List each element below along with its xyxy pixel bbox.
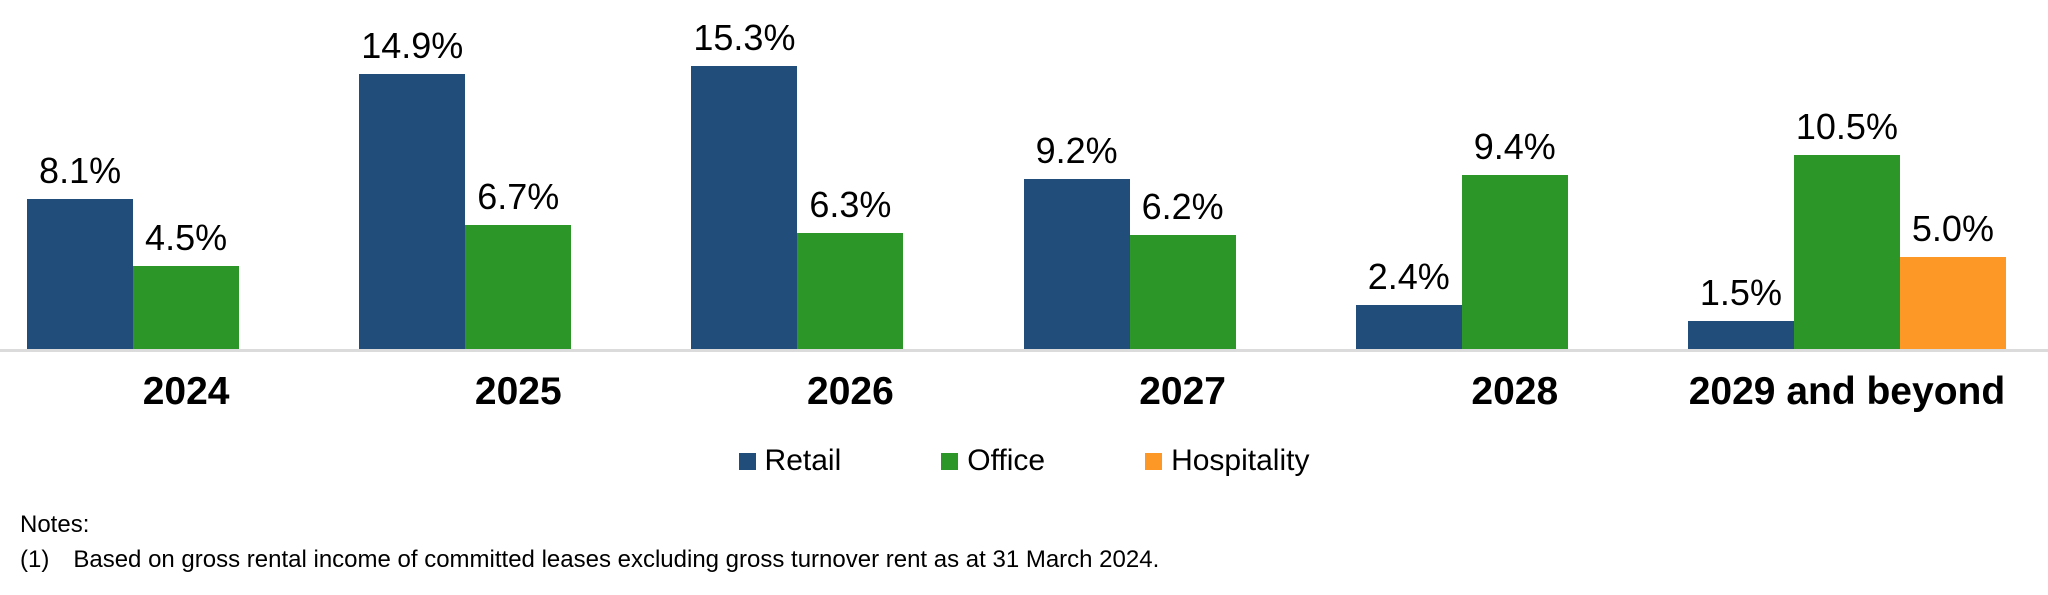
x-axis-label-2027: 2027: [1139, 370, 1226, 413]
bar-cluster-2027: 9.2% 6.2%: [1023, 130, 1342, 349]
bar-slot-office-2028: 9.4%: [1461, 126, 1568, 349]
bar-slot-retail-2028: 2.4%: [1355, 256, 1462, 349]
bar-value-label-retail-2028: 2.4%: [1367, 256, 1450, 298]
bar-slot-retail-2025: 14.9%: [359, 25, 466, 349]
note-text: Based on gross rental income of committe…: [73, 545, 1160, 573]
legend-swatch-office: [941, 452, 959, 470]
bar-slot-office-2024: 4.5%: [133, 217, 240, 349]
bar-office-2028: [1461, 175, 1568, 349]
x-axis-label-2029-and-beyond: 2029 and beyond: [1688, 370, 2006, 413]
bar-retail-2026: [691, 66, 798, 349]
bar-cluster-2026: 15.3% 6.3%: [691, 18, 1009, 349]
bar-office-2024: [133, 266, 240, 349]
bar-retail-2027: [1023, 179, 1130, 349]
bar-value-label-office-2026: 6.3%: [809, 184, 892, 226]
bar-cluster-2029-and-beyond: 1.5% 10.5% 5.0%: [1687, 106, 2006, 349]
bar-slot-retail-2029-and-beyond: 1.5%: [1687, 272, 1794, 349]
bar-office-2025: [465, 225, 572, 349]
legend-item-hospitality: Hospitality: [1145, 444, 1309, 478]
legend: Retail Office Hospitality: [0, 444, 2048, 478]
bar-office-2026: [797, 233, 904, 349]
bar-slot-office-2029-and-beyond: 10.5%: [1793, 106, 1900, 349]
bar-value-label-office-2029-and-beyond: 10.5%: [1795, 106, 1898, 148]
bar-retail-2029-and-beyond: [1687, 321, 1794, 349]
category-group-2028: 2.4% 9.4%: [1349, 0, 1681, 349]
bar-value-label-office-2027: 6.2%: [1141, 186, 1224, 228]
x-axis-label-2024: 2024: [142, 370, 230, 413]
bar-slot-office-2025: 6.7%: [465, 176, 572, 349]
bar-slot-office-2027: 6.2%: [1129, 186, 1236, 349]
x-axis-label-2025: 2025: [474, 370, 562, 413]
bar-cluster-2025: 14.9% 6.7%: [359, 26, 677, 349]
category-group-2024: 8.1% 4.5%: [20, 0, 352, 349]
legend-item-retail: Retail: [738, 444, 842, 478]
legend-swatch-hospitality: [1145, 452, 1163, 470]
legend-label-hospitality: Hospitality: [1171, 444, 1310, 477]
note-marker: (1): [20, 545, 50, 573]
bar-value-label-retail-2024: 8.1%: [39, 150, 122, 192]
bar-value-label-office-2028: 9.4%: [1473, 126, 1556, 168]
bar-value-label-retail-2025: 14.9%: [361, 25, 464, 67]
notes-heading: Notes:: [20, 511, 90, 538]
legend-label-office: Office: [967, 444, 1046, 477]
x-axis: 2024 2025 2026 2027 2028 2029 and beyond: [0, 352, 2048, 414]
bar-cluster-2028: 2.4% 9.4%: [1355, 126, 1674, 349]
bar-value-label-office-2025: 6.7%: [477, 176, 560, 218]
notes-section: Notes: (1) Based on gross rental income o…: [20, 508, 2048, 578]
bar-value-label-office-2024: 4.5%: [145, 217, 228, 259]
bar-office-2029-and-beyond: [1793, 155, 1900, 349]
bar-slot-office-2026: 6.3%: [797, 184, 904, 349]
legend-swatch-retail: [738, 452, 756, 470]
bar-value-label-retail-2027: 9.2%: [1035, 130, 1118, 172]
bar-value-label-hospitality-2029-and-beyond: 5.0%: [1911, 208, 1994, 250]
bar-slot-retail-2024: 8.1%: [27, 150, 134, 349]
category-group-2029-and-beyond: 1.5% 10.5% 5.0%: [1681, 0, 2013, 349]
bar-retail-2024: [27, 199, 134, 349]
bar-slot-retail-2027: 9.2%: [1023, 130, 1130, 349]
bar-cluster-2024: 8.1% 4.5%: [27, 151, 345, 349]
bar-slot-hospitality-2029-and-beyond: 5.0%: [1899, 208, 2006, 349]
bar-retail-2025: [359, 74, 466, 349]
bar-value-label-retail-2026: 15.3%: [693, 17, 796, 59]
category-group-2025: 14.9% 6.7%: [352, 0, 684, 349]
bar-office-2027: [1129, 235, 1236, 349]
plot-area: 8.1% 4.5% 14.9% 6.7% 15.3% 6.3% 9.2% 6.2% 2.4% 9.…: [0, 0, 2048, 352]
category-group-2026: 15.3% 6.3%: [684, 0, 1016, 349]
bar-value-label-retail-2029-and-beyond: 1.5%: [1699, 272, 1782, 314]
bar-hospitality-2029-and-beyond: [1899, 257, 2006, 349]
bar-slot-retail-2026: 15.3%: [691, 17, 798, 349]
legend-item-office: Office: [941, 444, 1045, 478]
bar-retail-2028: [1355, 305, 1462, 349]
category-group-2027: 9.2% 6.2%: [1017, 0, 1349, 349]
note-item: (1) Based on gross rental income of commi…: [20, 543, 2048, 578]
x-axis-label-2028: 2028: [1471, 370, 1559, 413]
x-axis-label-2026: 2026: [807, 370, 894, 413]
legend-label-retail: Retail: [764, 444, 842, 477]
